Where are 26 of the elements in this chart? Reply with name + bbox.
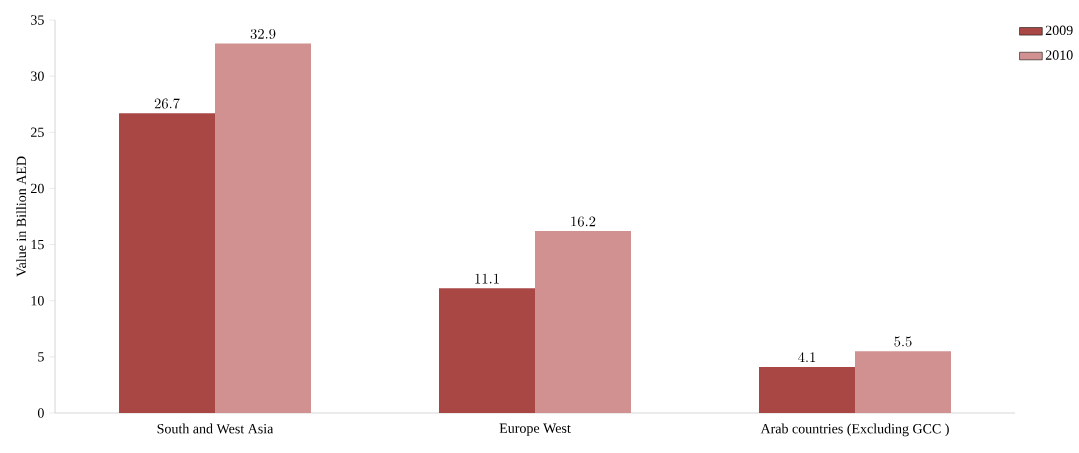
bar [759,366,855,413]
bar [439,288,535,413]
data-label: 4. 1 [798,352,816,363]
data-label: 11 . 1 [475,273,499,284]
x-tick-label: South and West Asia [157,423,274,434]
bar [119,113,216,413]
y-tick-label: 0 [37,408,44,418]
data-label: 26.7 [154,98,180,109]
y-tick-label: 15 [31,239,44,250]
y-tick-label: 10 [31,295,44,306]
bar [535,231,631,413]
y-tick-label: 20 [31,183,44,194]
y-axis-title: Value in Billion AED [16,156,27,277]
data-label: 5.5 [894,336,912,347]
x-tick-label: Arab countries (Excluding GCC ) [760,423,949,437]
bar [854,351,951,413]
y-tick-label: 30 [31,71,44,81]
bar [215,43,312,413]
data-label: 32.9 [250,28,276,39]
y-tick-label: 25 [31,127,44,137]
legend-label: 2009 [1045,25,1073,36]
y-tick-label: 35 [31,15,44,25]
y-tick-label: 5 [38,352,44,362]
legend-label: 2010 [1045,50,1073,60]
data-label: 16.2 [571,216,596,227]
x-tick-label: Europe West [499,423,571,436]
